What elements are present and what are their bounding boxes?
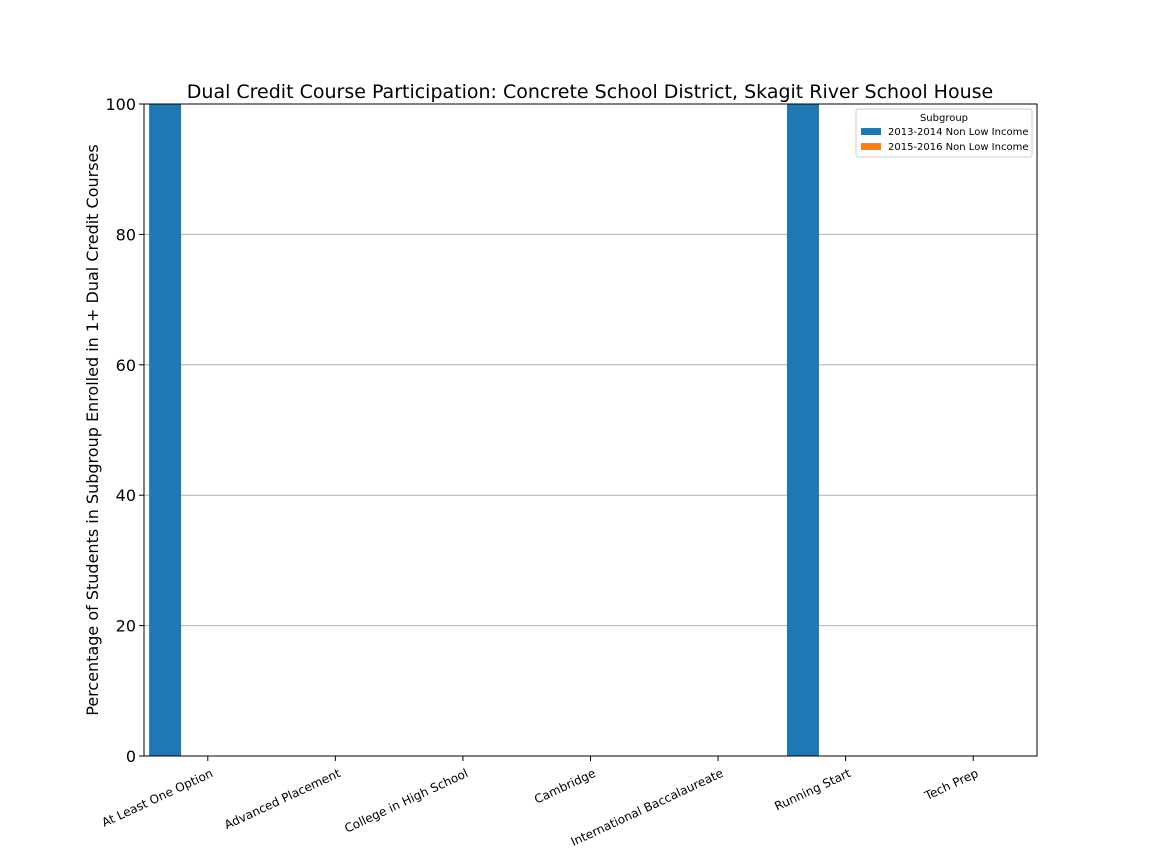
x-tick-label: College in High School <box>342 766 470 836</box>
bars <box>149 104 819 756</box>
x-tick-label: Running Start <box>772 766 853 814</box>
legend: Subgroup 2013-2014 Non Low Income 2015-20… <box>855 108 1033 158</box>
y-tick-label: 60 <box>116 356 136 375</box>
legend-label: 2015-2016 Non Low Income <box>888 142 1028 153</box>
x-axis-ticks: At Least One Option Advanced Placement Col… <box>100 756 981 849</box>
bar <box>786 104 819 756</box>
x-tick-label: At Least One Option <box>100 766 215 830</box>
y-tick-label: 80 <box>116 225 136 244</box>
legend-box <box>855 108 1033 158</box>
y-tick-label: 0 <box>126 747 136 766</box>
legend-title: Subgroup <box>920 113 968 124</box>
y-tick-label: 40 <box>116 486 136 505</box>
chart-title: Dual Credit Course Participation: Concre… <box>187 81 993 103</box>
gridlines <box>144 233 1037 627</box>
x-tick-label: Advanced Placement <box>222 766 343 832</box>
plot-frame <box>143 103 1038 757</box>
legend-items: 2013-2014 Non Low Income 2015-2016 Non Lo… <box>861 127 1028 153</box>
bar <box>149 104 182 756</box>
x-tick-label: Cambridge <box>532 766 598 807</box>
legend-label: 2013-2014 Non Low Income <box>888 127 1028 138</box>
y-axis-label: Percentage of Students in Subgroup Enrol… <box>83 144 102 715</box>
y-tick-label: 100 <box>105 95 136 114</box>
y-tick-label: 20 <box>116 617 136 636</box>
y-axis-ticks: 0 20 40 60 80 100 <box>105 95 144 766</box>
x-tick-label: Tech Prep <box>922 766 981 803</box>
legend-swatch <box>861 128 881 135</box>
legend-swatch <box>861 143 881 150</box>
